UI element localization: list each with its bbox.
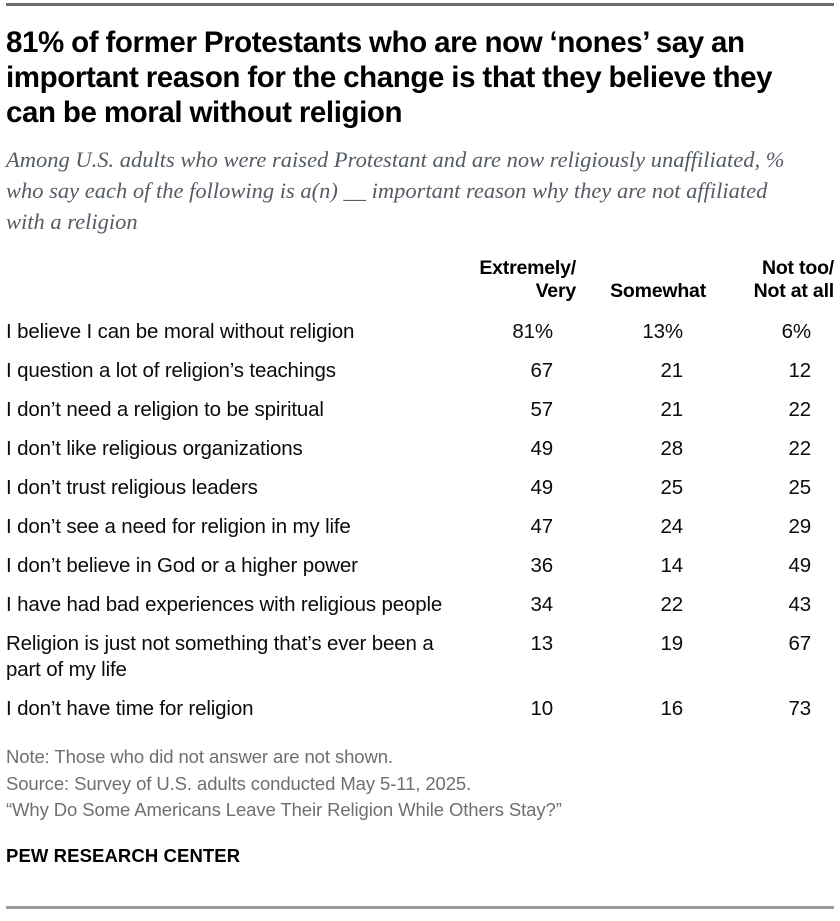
row-label: I have had bad experiences with religiou… xyxy=(6,592,443,616)
table-header-row: Extremely/ Very Somewhat Not too/ Not at… xyxy=(6,257,834,312)
row-label: I don’t see a need for religion in my li… xyxy=(6,514,351,538)
row-value-extremely-very: 49 xyxy=(530,436,553,460)
pew-research-center-logo: PEW RESEARCH CENTER xyxy=(6,844,241,866)
row-value-somewhat: 21 xyxy=(660,358,683,382)
table-row: Religion is just not something that’s ev… xyxy=(6,624,834,689)
row-value-not-too-not-at-all: 22 xyxy=(788,397,811,421)
row-value-extremely-very: 57 xyxy=(530,397,553,421)
column-header-not-too-not-at-all-line2: Not at all xyxy=(753,280,835,302)
table-row: I don’t trust religious leaders 49 25 25 xyxy=(6,468,834,507)
row-label: I don’t like religious organizations xyxy=(6,436,303,460)
table-row: I have had bad experiences with religiou… xyxy=(6,585,834,624)
column-header-not-too-not-at-all: Not too/ Not at all xyxy=(706,257,835,312)
table-header: Extremely/ Very Somewhat Not too/ Not at… xyxy=(6,257,834,312)
row-label: I don’t trust religious leaders xyxy=(6,475,258,499)
row-label: I believe I can be moral without religio… xyxy=(6,319,355,343)
row-value-not-too-not-at-all: 22 xyxy=(788,436,811,460)
row-label: I question a lot of religion’s teachings xyxy=(6,358,336,382)
column-header-somewhat-line2: Somewhat xyxy=(610,280,706,302)
row-value-not-too-not-at-all: 49 xyxy=(788,553,811,577)
page-title: 81% of former Protestants who are now ‘n… xyxy=(6,26,773,129)
row-value-extremely-very: 81% xyxy=(512,319,553,343)
column-header-extremely-very: Extremely/ Very xyxy=(468,257,576,312)
row-value-extremely-very: 10 xyxy=(530,696,553,720)
row-value-extremely-very: 49 xyxy=(530,475,553,499)
row-value-extremely-very: 67 xyxy=(530,358,553,382)
row-value-extremely-very: 36 xyxy=(530,553,553,577)
row-label: Religion is just not something that’s ev… xyxy=(6,631,434,681)
column-header-extremely-very-line1: Extremely/ xyxy=(479,257,576,279)
top-divider xyxy=(6,3,834,6)
row-label: I don’t have time for religion xyxy=(6,696,254,720)
table-row: I don’t believe in God or a higher power… xyxy=(6,546,834,585)
row-value-extremely-very: 47 xyxy=(530,514,553,538)
source-text: Source: Survey of U.S. adults conducted … xyxy=(6,772,472,794)
column-header-label xyxy=(6,257,468,312)
table-row: I don’t need a religion to be spiritual … xyxy=(6,390,834,429)
column-header-extremely-very-line2: Very xyxy=(535,280,577,302)
row-value-somewhat: 16 xyxy=(660,696,683,720)
data-table: Extremely/ Very Somewhat Not too/ Not at… xyxy=(6,257,834,728)
row-value-not-too-not-at-all: 12 xyxy=(788,358,811,382)
row-value-extremely-very: 13 xyxy=(530,631,553,655)
row-value-not-too-not-at-all: 25 xyxy=(788,475,811,499)
row-value-not-too-not-at-all: 67 xyxy=(788,631,811,655)
table-row: I don’t see a need for religion in my li… xyxy=(6,507,834,546)
row-label: I don’t need a religion to be spiritual xyxy=(6,397,324,421)
row-value-somewhat: 19 xyxy=(660,631,683,655)
row-value-somewhat: 28 xyxy=(660,436,683,460)
row-label: I don’t believe in God or a higher power xyxy=(6,553,358,577)
column-header-somewhat: Somewhat xyxy=(576,257,706,312)
row-value-not-too-not-at-all: 29 xyxy=(788,514,811,538)
row-value-somewhat: 13% xyxy=(642,319,683,343)
row-value-somewhat: 14 xyxy=(660,553,683,577)
table-row: I question a lot of religion’s teachings… xyxy=(6,351,834,390)
row-value-not-too-not-at-all: 73 xyxy=(788,696,811,720)
table-body: I believe I can be moral without religio… xyxy=(6,312,834,728)
page-subtitle: Among U.S. adults who were raised Protes… xyxy=(6,147,785,234)
bottom-divider xyxy=(6,906,834,909)
row-value-not-too-not-at-all: 43 xyxy=(788,592,811,616)
row-value-extremely-very: 34 xyxy=(530,592,553,616)
table-row: I don’t have time for religion 10 16 73 xyxy=(6,689,834,728)
row-value-not-too-not-at-all: 6% xyxy=(781,319,811,343)
column-header-not-too-not-at-all-line1: Not too/ xyxy=(761,257,834,279)
row-value-somewhat: 24 xyxy=(660,514,683,538)
report-title-text: “Why Do Some Americans Leave Their Relig… xyxy=(6,799,562,820)
table-row: I don’t like religious organizations 49 … xyxy=(6,429,834,468)
row-value-somewhat: 25 xyxy=(660,475,683,499)
infographic-sheet: 81% of former Protestants who are now ‘n… xyxy=(0,3,840,921)
footnotes: Note: Those who did not answer are not s… xyxy=(6,744,834,824)
row-value-somewhat: 22 xyxy=(660,592,683,616)
row-value-somewhat: 21 xyxy=(660,397,683,421)
table-row: I believe I can be moral without religio… xyxy=(6,312,834,351)
note-text: Note: Those who did not answer are not s… xyxy=(6,746,393,767)
